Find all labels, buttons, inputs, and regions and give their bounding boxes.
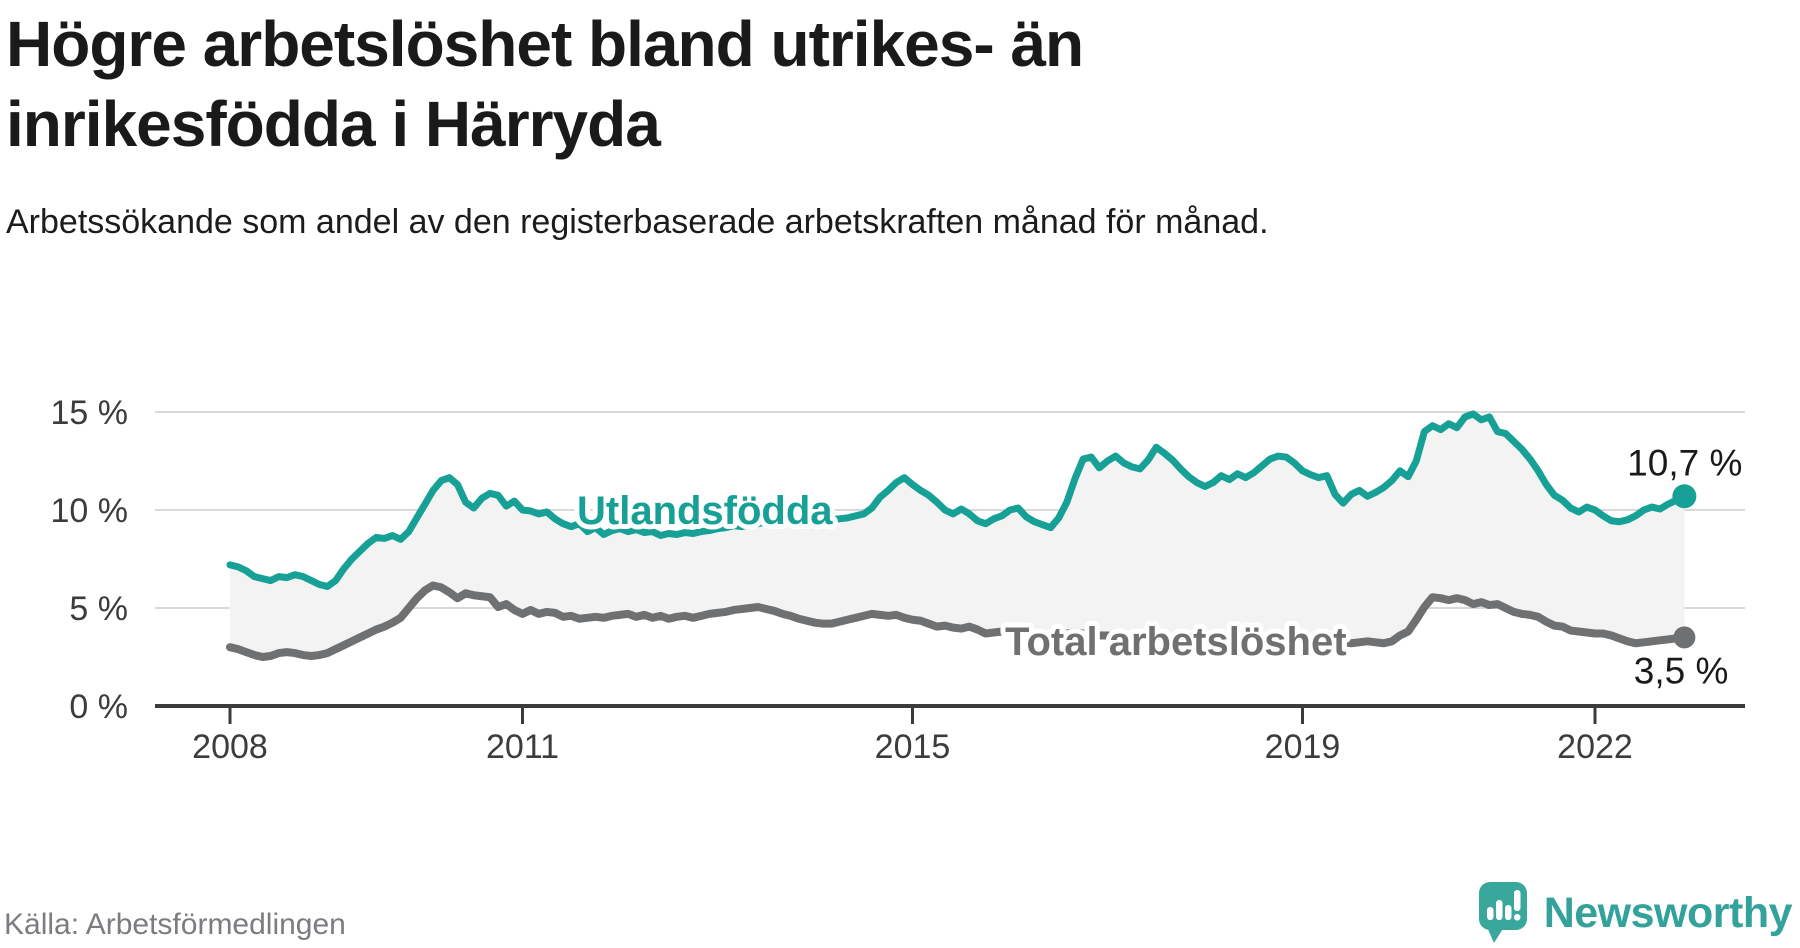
endpoint-dot-utlandsfodda: [1672, 484, 1697, 509]
x-axis-label: 2011: [486, 728, 559, 766]
y-axis-label: 0 %: [69, 688, 128, 726]
end-value-utlandsfodda: 10,7 %: [1627, 442, 1742, 483]
x-axis-label: 2015: [875, 728, 951, 766]
newsworthy-logo-icon: [1478, 882, 1527, 943]
series-label-utlandsfodda: Utlandsfödda: [577, 489, 833, 533]
exclamation-dot-icon: [1513, 914, 1521, 921]
end-value-total: 3,5 %: [1634, 650, 1729, 691]
y-axis-label: 15 %: [51, 394, 129, 432]
x-axis-label: 2008: [192, 728, 268, 766]
endpoint-dot-total: [1673, 626, 1696, 649]
line-utlandsfodda: [226, 410, 1688, 590]
series-band: [230, 413, 1685, 657]
exclamation-bar-icon: [1513, 890, 1521, 911]
speech-bubble-tail: [1486, 927, 1504, 943]
x-axis-label: 2022: [1557, 728, 1633, 766]
x-axis-label: 2019: [1265, 728, 1341, 766]
source-note: Källa: Arbetsförmedlingen: [4, 908, 346, 941]
line-total-arbetsloshet: [226, 581, 1689, 661]
bar-tall-icon: [1495, 900, 1503, 920]
newsworthy-logo: Newsworthy: [1478, 882, 1793, 944]
y-axis-label: 10 %: [51, 492, 129, 530]
bar-medium-icon: [1504, 905, 1512, 920]
bar-small-icon: [1486, 907, 1494, 920]
page-subtitle: Arbetssökande som andel av den registerb…: [6, 203, 1269, 241]
newsworthy-logo-text: Newsworthy: [1543, 888, 1793, 937]
series-label-total: Total arbetslöshet: [1005, 620, 1347, 664]
y-axis-label: 5 %: [69, 590, 128, 628]
page-title: Högre arbetslöshet bland utrikes- än inr…: [6, 8, 1084, 160]
